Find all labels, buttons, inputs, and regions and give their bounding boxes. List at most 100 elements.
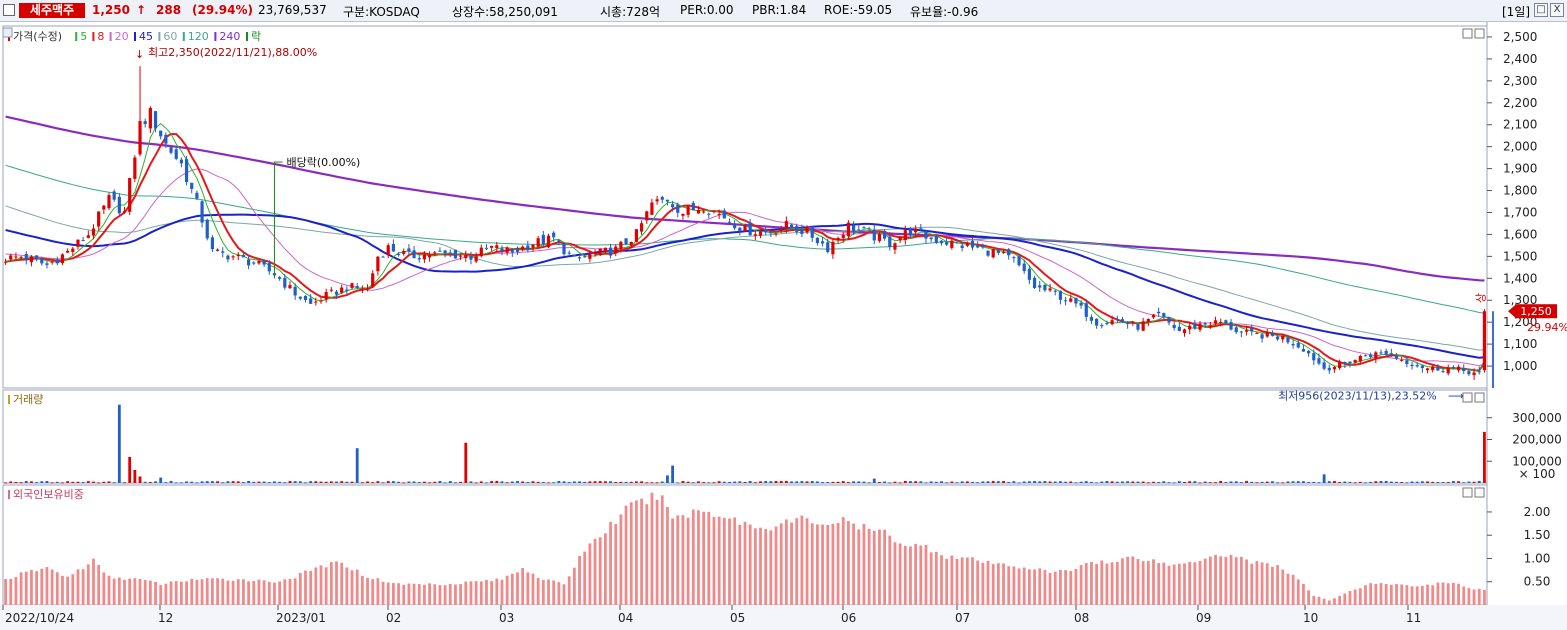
foreign-holding-bar — [412, 583, 416, 605]
foreign-holding-bar — [154, 581, 157, 605]
foreign-holding-bar — [614, 524, 618, 605]
volume-bar — [154, 481, 157, 483]
volume-bar — [30, 481, 33, 483]
candle-body — [55, 259, 59, 264]
select-checkbox[interactable] — [3, 4, 15, 16]
volume-bar — [1203, 481, 1207, 483]
volume-bar — [635, 481, 638, 483]
foreign-holding-bar — [1384, 583, 1388, 605]
volume-bar — [366, 481, 369, 483]
window-restore-button[interactable]: □ — [1534, 3, 1548, 17]
foreign-holding-bar — [572, 567, 576, 605]
foreign-holding-bar — [226, 580, 230, 605]
foreign-holding-bar — [242, 579, 245, 605]
window-close-button[interactable]: X — [1550, 3, 1564, 17]
foreign-holding-bar — [1410, 586, 1414, 605]
candle-body — [215, 249, 220, 251]
candle-body — [117, 196, 121, 214]
label-layer: ↓ 최고2,350(2022/11/21),88.00% 배당락(0.00%) 최저9… — [2, 27, 1567, 501]
panel-restore-icon — [1462, 392, 1473, 403]
foreign-holding-bar — [826, 524, 830, 605]
candle-body — [1208, 325, 1212, 327]
candle-body — [1213, 320, 1218, 324]
price-axis-label: 1,200 — [1503, 315, 1537, 329]
stock-name-badge[interactable]: 세주맥주 — [19, 3, 85, 18]
x-axis-label: 03 — [499, 611, 514, 625]
volume-bar — [1333, 481, 1336, 483]
high-arrow-icon: ↓ — [135, 48, 144, 61]
volume-bar — [1193, 481, 1197, 483]
candle-body — [1265, 332, 1269, 337]
foreign-holding-bar — [304, 570, 307, 605]
candle-body — [536, 238, 540, 247]
candle-body — [955, 242, 959, 244]
volume-bar — [1121, 481, 1124, 483]
foreign-holding-bar — [903, 545, 907, 605]
period-selector[interactable]: [1일] — [1502, 5, 1531, 19]
foreign-holding-bar — [733, 517, 737, 605]
candle-body — [500, 248, 504, 252]
volume-axis-label: 200,000 — [1512, 433, 1562, 447]
candle-body — [1048, 288, 1052, 291]
volume-bar — [190, 481, 194, 483]
foreign-holding-bar — [211, 578, 214, 605]
volume-bar — [61, 482, 64, 484]
candle-body — [748, 222, 752, 236]
foreign-holding-bar — [1224, 556, 1228, 605]
foreign-holding-bar — [578, 555, 581, 605]
foreign-holding-bar — [464, 581, 468, 605]
foreign-holding-bar — [588, 543, 592, 605]
foreign-holding-bar — [267, 581, 271, 605]
volume-bar — [485, 482, 488, 484]
candle-body — [810, 226, 814, 238]
foreign-holding-bar — [847, 521, 850, 605]
volume-bar — [412, 481, 416, 483]
volume-bar — [619, 481, 623, 483]
volume-bar — [360, 482, 364, 484]
candle-body — [924, 231, 928, 239]
foreign-holding-bar — [1457, 583, 1460, 605]
foreign-holding-bar — [981, 562, 985, 605]
candle-body — [836, 237, 840, 240]
candle-body — [278, 277, 282, 279]
candle-body — [402, 250, 406, 254]
volume-bar — [1446, 482, 1450, 484]
ma20-line — [5, 168, 1485, 367]
foreign-holding-bar — [350, 570, 354, 605]
foreign-holding-bar — [1121, 558, 1124, 605]
candle-body — [1400, 359, 1404, 361]
candle-body — [350, 283, 354, 288]
volume-bar — [867, 482, 871, 484]
candle-body — [634, 229, 639, 242]
volume-bar — [593, 481, 597, 483]
volume-bar — [1214, 482, 1217, 484]
foreign-holding-bar — [273, 582, 276, 605]
candle-body — [717, 213, 721, 215]
volume-bar — [516, 481, 519, 483]
foreign-holding-bar — [205, 578, 209, 605]
candle-body — [200, 201, 204, 223]
volume-bar — [1059, 481, 1062, 483]
volume-bar — [1281, 482, 1285, 484]
foreign-holding-bar — [495, 578, 499, 605]
volume-bar — [1208, 482, 1212, 484]
foreign-holding-bar — [40, 568, 44, 605]
candle-body — [1234, 327, 1238, 333]
volume-bar — [45, 481, 49, 483]
x-axis-label: 02 — [386, 611, 401, 625]
foreign-holding-bar — [810, 523, 814, 605]
candle-body — [531, 244, 535, 248]
x-axis-label: 08 — [1074, 611, 1089, 625]
foreign-holding-bar — [681, 515, 685, 605]
foreign-holding-bar — [1105, 563, 1109, 605]
volume-bar — [650, 482, 654, 484]
candle-body — [929, 237, 933, 240]
candle-body — [133, 157, 137, 179]
candle-body — [184, 159, 189, 183]
volume-bar — [800, 481, 804, 483]
low-price-label: 최저956(2023/11/13),23.52% — [1278, 390, 1437, 403]
foreign-holding-bar — [593, 538, 597, 605]
candle-body — [593, 252, 597, 255]
candle-body — [1301, 349, 1306, 352]
volume-bar — [991, 481, 995, 483]
